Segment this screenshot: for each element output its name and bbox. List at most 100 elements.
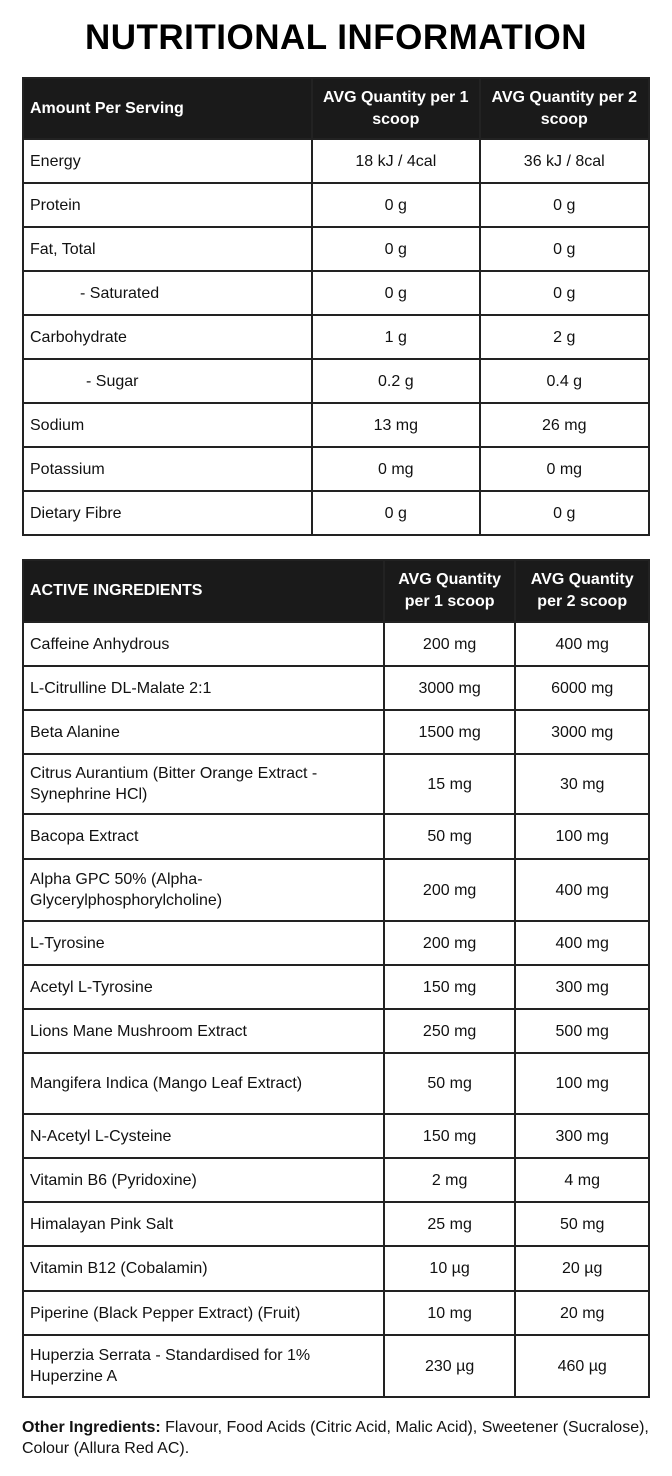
ingredient-name: Fat, Total bbox=[21, 226, 314, 272]
ingredient-name: Vitamin B6 (Pyridoxine) bbox=[22, 1157, 385, 1203]
quantity-2-scoop: 400 mg bbox=[514, 858, 650, 922]
quantity-2-scoop: 0.4 g bbox=[478, 358, 651, 404]
table-row: Huperzia Serrata - Standardised for 1% H… bbox=[22, 1334, 650, 1398]
ingredient-name: Citrus Aurantium (Bitter Orange Extract … bbox=[22, 753, 385, 815]
header-amount-per-serving: Amount Per Serving bbox=[21, 77, 314, 140]
ingredient-name: Huperzia Serrata - Standardised for 1% H… bbox=[22, 1334, 385, 1398]
table-row: Piperine (Black Pepper Extract) (Fruit) 1… bbox=[22, 1290, 650, 1336]
ingredient-name: Alpha GPC 50% (Alpha-Glycerylphosphorylc… bbox=[22, 858, 385, 922]
quantity-1-scoop: 2 mg bbox=[382, 1157, 517, 1203]
quantity-1-scoop: 200 mg bbox=[382, 621, 517, 667]
ingredient-name: Dietary Fibre bbox=[21, 490, 314, 536]
ingredient-name: Caffeine Anhydrous bbox=[22, 621, 385, 667]
quantity-1-scoop: 0 mg bbox=[311, 446, 481, 492]
ingredient-name: Beta Alanine bbox=[22, 709, 385, 755]
table-row: N-Acetyl L-Cysteine 150 mg 300 mg bbox=[22, 1113, 650, 1159]
quantity-2-scoop: 6000 mg bbox=[514, 665, 650, 711]
table-row: Mangifera Indica (Mango Leaf Extract) 50 … bbox=[22, 1052, 650, 1115]
table-row: Potassium 0 mg 0 mg bbox=[21, 446, 651, 492]
ingredient-name: Energy bbox=[21, 138, 314, 184]
quantity-1-scoop: 0 g bbox=[311, 182, 481, 228]
quantity-2-scoop: 0 g bbox=[478, 490, 651, 536]
quantity-1-scoop: 1 g bbox=[311, 314, 481, 360]
quantity-2-scoop: 0 g bbox=[478, 226, 651, 272]
quantity-1-scoop: 250 mg bbox=[382, 1008, 517, 1054]
quantity-1-scoop: 0 g bbox=[311, 270, 481, 316]
ingredient-name: Lions Mane Mushroom Extract bbox=[22, 1008, 385, 1054]
ingredient-name: L-Citrulline DL-Malate 2:1 bbox=[22, 665, 385, 711]
quantity-1-scoop: 1500 mg bbox=[382, 709, 517, 755]
quantity-1-scoop: 50 mg bbox=[382, 813, 517, 860]
nutrition-header-row: Amount Per Serving AVG Quantity per 1 sc… bbox=[21, 77, 651, 140]
quantity-2-scoop: 100 mg bbox=[514, 1052, 650, 1115]
ingredient-name: - Sugar bbox=[21, 358, 314, 404]
quantity-2-scoop: 26 mg bbox=[478, 402, 651, 448]
quantity-1-scoop: 150 mg bbox=[382, 1113, 517, 1159]
ingredient-name: Carbohydrate bbox=[21, 314, 314, 360]
quantity-2-scoop: 460 µg bbox=[514, 1334, 650, 1398]
table-row: Bacopa Extract 50 mg 100 mg bbox=[22, 813, 650, 860]
ingredient-name: Sodium bbox=[21, 402, 314, 448]
table-row: Vitamin B6 (Pyridoxine) 2 mg 4 mg bbox=[22, 1157, 650, 1203]
ingredient-name: - Saturated bbox=[21, 270, 314, 316]
quantity-2-scoop: 20 mg bbox=[514, 1290, 650, 1336]
quantity-2-scoop: 30 mg bbox=[514, 753, 650, 815]
quantity-1-scoop: 3000 mg bbox=[382, 665, 517, 711]
ingredient-name: Vitamin B12 (Cobalamin) bbox=[22, 1245, 385, 1292]
ingredient-name: Acetyl L-Tyrosine bbox=[22, 964, 385, 1010]
ingredient-name: N-Acetyl L-Cysteine bbox=[22, 1113, 385, 1159]
active-header-row: ACTIVE INGREDIENTS AVG Quantity per 1 sc… bbox=[22, 559, 650, 623]
nutrition-table: Amount Per Serving AVG Quantity per 1 sc… bbox=[21, 77, 651, 536]
table-row: Acetyl L-Tyrosine 150 mg 300 mg bbox=[22, 964, 650, 1010]
other-ingredients-label: Other Ingredients: bbox=[22, 1419, 161, 1436]
quantity-2-scoop: 20 µg bbox=[514, 1245, 650, 1292]
quantity-1-scoop: 0 g bbox=[311, 226, 481, 272]
table-row: - Sugar 0.2 g 0.4 g bbox=[21, 358, 651, 404]
header-per-2-scoop: AVG Quantity per 2 scoop bbox=[514, 559, 650, 623]
quantity-1-scoop: 15 mg bbox=[382, 753, 517, 815]
quantity-2-scoop: 3000 mg bbox=[514, 709, 650, 755]
table-row: Citrus Aurantium (Bitter Orange Extract … bbox=[22, 753, 650, 815]
quantity-2-scoop: 0 g bbox=[478, 182, 651, 228]
quantity-2-scoop: 0 g bbox=[478, 270, 651, 316]
table-row: L-Tyrosine 200 mg 400 mg bbox=[22, 920, 650, 966]
quantity-2-scoop: 400 mg bbox=[514, 920, 650, 966]
quantity-1-scoop: 150 mg bbox=[382, 964, 517, 1010]
quantity-1-scoop: 50 mg bbox=[382, 1052, 517, 1115]
quantity-1-scoop: 10 mg bbox=[382, 1290, 517, 1336]
quantity-1-scoop: 200 mg bbox=[382, 920, 517, 966]
table-row: L-Citrulline DL-Malate 2:1 3000 mg 6000 mg bbox=[22, 665, 650, 711]
active-ingredients-table: ACTIVE INGREDIENTS AVG Quantity per 1 sc… bbox=[22, 559, 650, 1398]
quantity-1-scoop: 0.2 g bbox=[311, 358, 481, 404]
quantity-1-scoop: 18 kJ / 4cal bbox=[311, 138, 481, 184]
quantity-2-scoop: 2 g bbox=[478, 314, 651, 360]
header-per-1-scoop: AVG Quantity per 1 scoop bbox=[382, 559, 517, 623]
quantity-1-scoop: 10 µg bbox=[382, 1245, 517, 1292]
table-row: Himalayan Pink Salt 25 mg 50 mg bbox=[22, 1201, 650, 1247]
quantity-2-scoop: 300 mg bbox=[514, 1113, 650, 1159]
quantity-2-scoop: 50 mg bbox=[514, 1201, 650, 1247]
page-title: NUTRITIONAL INFORMATION bbox=[84, 18, 588, 57]
header-per-2-scoop: AVG Quantity per 2 scoop bbox=[478, 77, 651, 140]
header-per-1-scoop: AVG Quantity per 1 scoop bbox=[311, 77, 481, 140]
table-row: Alpha GPC 50% (Alpha-Glycerylphosphorylc… bbox=[22, 858, 650, 922]
quantity-2-scoop: 300 mg bbox=[514, 964, 650, 1010]
ingredient-name: Potassium bbox=[21, 446, 314, 492]
ingredient-name: Mangifera Indica (Mango Leaf Extract) bbox=[22, 1052, 385, 1115]
table-row: Sodium 13 mg 26 mg bbox=[21, 402, 651, 448]
quantity-2-scoop: 400 mg bbox=[514, 621, 650, 667]
quantity-2-scoop: 36 kJ / 8cal bbox=[478, 138, 651, 184]
quantity-1-scoop: 200 mg bbox=[382, 858, 517, 922]
table-row: Beta Alanine 1500 mg 3000 mg bbox=[22, 709, 650, 755]
quantity-2-scoop: 0 mg bbox=[478, 446, 651, 492]
other-ingredients-text: Flavour, Food Acids (Citric Acid, Malic … bbox=[22, 1419, 649, 1457]
table-row: Lions Mane Mushroom Extract 250 mg 500 mg bbox=[22, 1008, 650, 1054]
quantity-1-scoop: 230 µg bbox=[382, 1334, 517, 1398]
quantity-2-scoop: 100 mg bbox=[514, 813, 650, 860]
ingredient-name: Piperine (Black Pepper Extract) (Fruit) bbox=[22, 1290, 385, 1336]
